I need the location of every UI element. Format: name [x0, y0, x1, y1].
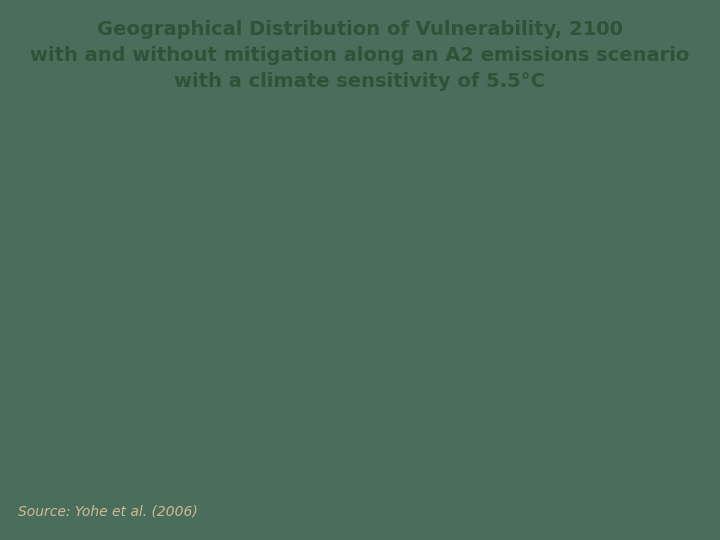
Text: Geographical Distribution of Vulnerability, 2100
with and without mitigation alo: Geographical Distribution of Vulnerabili… — [30, 20, 690, 91]
Text: Source: Yohe et al. (2006): Source: Yohe et al. (2006) — [18, 504, 198, 518]
